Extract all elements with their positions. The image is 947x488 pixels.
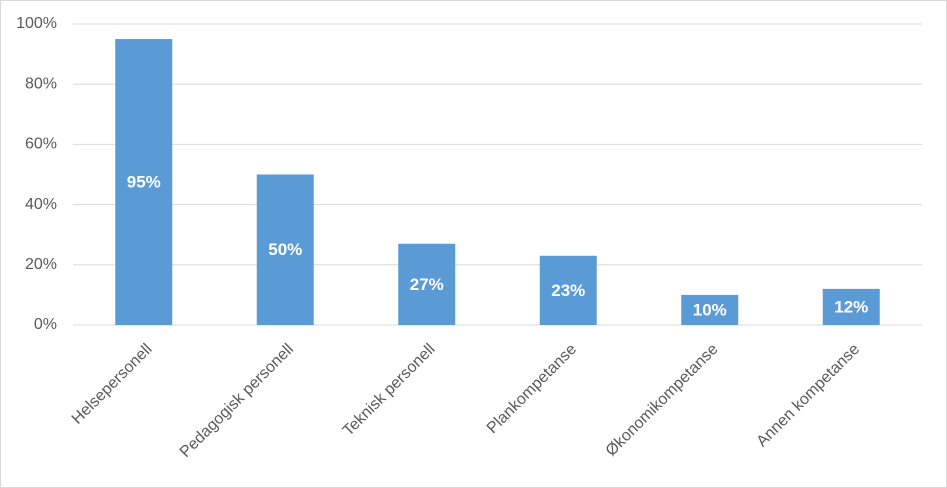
value-label: 95% — [127, 173, 161, 192]
y-tick-label: 60% — [25, 136, 57, 153]
y-tick-label: 100% — [16, 15, 57, 32]
value-label: 50% — [268, 240, 302, 259]
bar — [256, 174, 314, 325]
bar — [115, 39, 173, 326]
bar — [822, 288, 880, 325]
y-tick-label: 0% — [34, 316, 57, 333]
value-label: 23% — [551, 281, 585, 300]
value-label: 10% — [693, 300, 727, 319]
bar — [539, 255, 597, 325]
y-tick-label: 80% — [25, 75, 57, 92]
value-label: 27% — [410, 275, 444, 294]
y-tick-label: 20% — [25, 256, 57, 273]
y-tick-label: 40% — [25, 196, 57, 213]
value-label: 12% — [834, 297, 868, 316]
bar — [681, 294, 739, 325]
bar — [398, 243, 456, 325]
